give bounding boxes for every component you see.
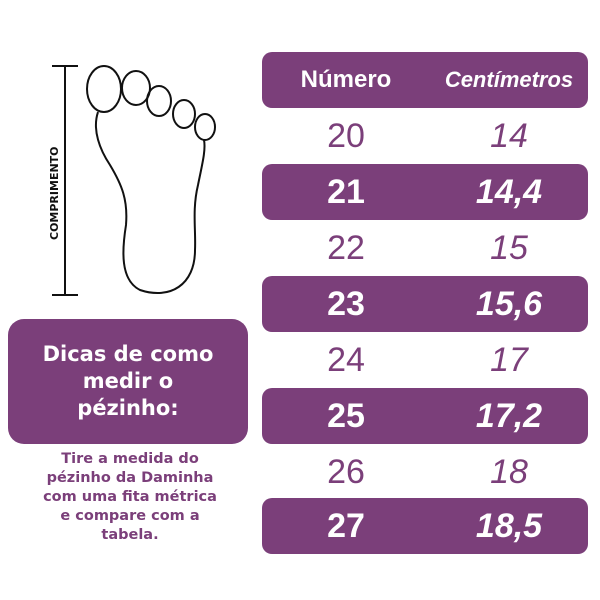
tips-title: Dicas de como medir o pézinho: bbox=[42, 342, 214, 420]
size-number: 21 bbox=[327, 172, 365, 211]
foot-diagram: COMPRIMENTO bbox=[48, 65, 216, 296]
sole-outline bbox=[94, 111, 206, 295]
table-header: Número Centímetros bbox=[262, 52, 588, 108]
tips-body: Tire a medida do pézinho da Daminha com … bbox=[0, 450, 260, 545]
measure-label: COMPRIMENTO bbox=[48, 146, 61, 240]
tips-body-text: Tire a medida do pézinho da Daminha com … bbox=[43, 451, 217, 543]
table-row: 24 17 bbox=[262, 332, 588, 388]
size-cm: 15,6 bbox=[475, 284, 543, 323]
table-row: 26 18 bbox=[262, 444, 588, 500]
size-number: 23 bbox=[327, 284, 365, 323]
size-cm: 17 bbox=[490, 340, 528, 379]
size-number: 26 bbox=[327, 452, 365, 491]
table-row: 22 15 bbox=[262, 220, 588, 276]
size-cm: 14,4 bbox=[475, 172, 543, 211]
table-row: 25 17,2 bbox=[262, 388, 588, 444]
size-number: 24 bbox=[327, 340, 365, 379]
size-number: 20 bbox=[327, 116, 365, 155]
table-row: 27 18,5 bbox=[262, 498, 588, 554]
table-row: 21 14,4 bbox=[262, 164, 588, 220]
size-number: 22 bbox=[327, 228, 365, 267]
table-row: 20 14 bbox=[262, 108, 588, 164]
size-number: 27 bbox=[327, 506, 365, 545]
size-cm: 15 bbox=[490, 228, 528, 267]
size-cm: 18 bbox=[490, 452, 528, 491]
size-number: 25 bbox=[327, 396, 365, 435]
header-number: Número bbox=[300, 66, 392, 93]
size-cm: 17,2 bbox=[475, 396, 543, 435]
header-centimeters: Centímetros bbox=[444, 67, 574, 92]
size-cm: 18,5 bbox=[475, 506, 543, 545]
size-cm: 14 bbox=[490, 116, 528, 155]
tips-title-box: Dicas de como medir o pézinho: bbox=[8, 319, 248, 444]
table-row: 23 15,6 bbox=[262, 276, 588, 332]
toe-big bbox=[86, 65, 122, 113]
